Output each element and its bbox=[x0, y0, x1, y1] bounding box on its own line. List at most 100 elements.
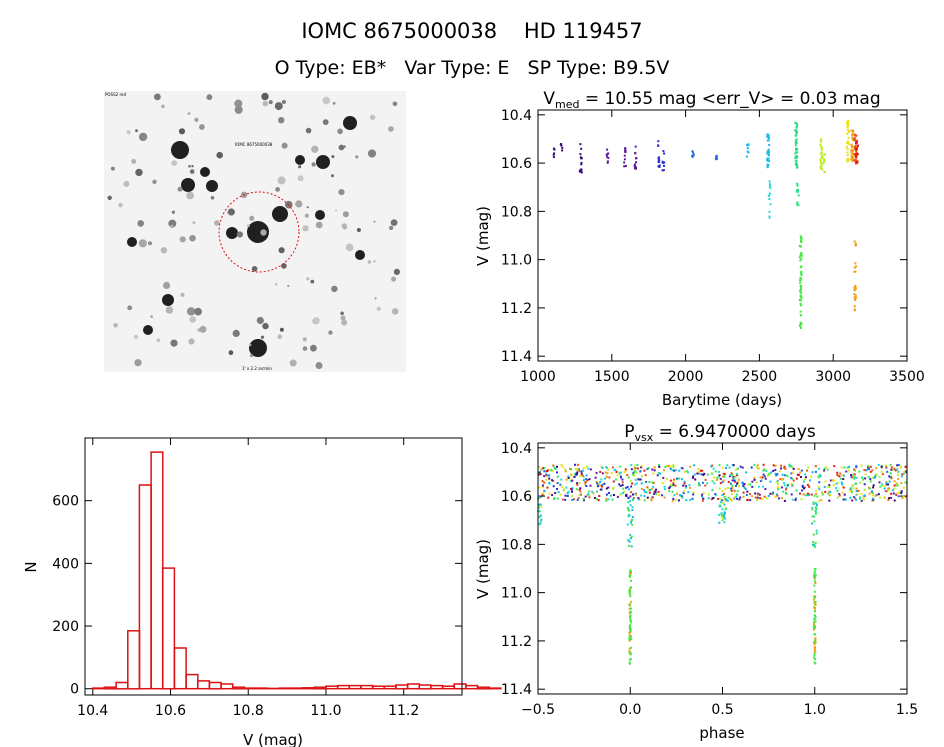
phased-curve-point bbox=[812, 540, 814, 543]
phased-curve-ytick-label: 10.4 bbox=[501, 441, 532, 457]
phased-curve-point bbox=[818, 499, 821, 502]
light-curve-point bbox=[800, 238, 803, 241]
phased-curve-point bbox=[835, 487, 838, 490]
phased-curve-point bbox=[543, 466, 546, 469]
phased-curve-point bbox=[626, 486, 629, 489]
star bbox=[331, 174, 334, 178]
phased-curve-xlabel: phase bbox=[699, 724, 744, 742]
light-curve-point bbox=[799, 324, 802, 327]
histogram-xtick-label: 11.2 bbox=[388, 703, 419, 719]
light-curve-point bbox=[798, 279, 801, 282]
phased-curve-point bbox=[904, 465, 907, 468]
light-curve-point bbox=[850, 151, 853, 153]
light-curve-point bbox=[691, 155, 694, 158]
light-curve-point bbox=[794, 121, 797, 124]
histogram-bar bbox=[336, 684, 351, 690]
star bbox=[189, 316, 196, 323]
phased-curve-point bbox=[552, 485, 555, 488]
phased-curve-point bbox=[829, 490, 832, 493]
phased-curve-point bbox=[693, 464, 696, 467]
phased-curve-point bbox=[643, 490, 646, 493]
phased-curve-point bbox=[818, 473, 821, 476]
phased-curve-point bbox=[884, 465, 887, 468]
histogram-ytick-label: 200 bbox=[52, 619, 79, 635]
light-curve-point bbox=[795, 159, 798, 162]
phased-curve-point bbox=[788, 465, 791, 468]
histogram-axes: 10.4 10.6 10.8 11.0 11.2 0 200 400 600 bbox=[52, 438, 462, 719]
phased-curve-point bbox=[581, 474, 584, 477]
phased-curve-point bbox=[717, 475, 720, 478]
phased-curve-point bbox=[748, 493, 751, 496]
phased-curve-point bbox=[891, 468, 894, 471]
phased-curve-point bbox=[556, 497, 559, 500]
phased-curve-point bbox=[682, 484, 685, 487]
phased-curve-point bbox=[893, 484, 896, 487]
phased-curve-point bbox=[672, 465, 675, 468]
phased-curve-point bbox=[814, 541, 817, 544]
phased-curve-point bbox=[791, 477, 794, 480]
phased-curve-point bbox=[543, 470, 546, 473]
phased-curve-point bbox=[631, 509, 634, 511]
phased-curve-point bbox=[548, 482, 551, 485]
phased-curve-point bbox=[629, 574, 632, 577]
phased-curve-point bbox=[606, 475, 609, 478]
phased-curve-point bbox=[728, 466, 731, 469]
phased-curve-point bbox=[857, 490, 860, 492]
phased-curve-point bbox=[851, 476, 854, 478]
light-curve-point bbox=[766, 135, 769, 138]
phased-curve-point bbox=[895, 482, 898, 485]
star bbox=[328, 330, 333, 335]
light-curve-point bbox=[796, 156, 799, 159]
light-curve-point bbox=[794, 140, 797, 143]
light-curve-point bbox=[854, 287, 857, 290]
star bbox=[206, 180, 218, 192]
light-curve-point bbox=[768, 210, 771, 213]
light-curve-point bbox=[768, 216, 771, 219]
phased-curve-point bbox=[632, 493, 634, 496]
phased-curve-point bbox=[663, 485, 666, 488]
histogram-bar bbox=[395, 684, 409, 690]
star bbox=[127, 237, 137, 247]
phased-curve-point bbox=[711, 489, 714, 492]
phased-curve-point bbox=[561, 498, 564, 501]
phased-curve-point bbox=[647, 467, 650, 469]
phased-curve-point bbox=[673, 494, 676, 497]
phased-curve-point bbox=[685, 470, 688, 473]
histogram-bar bbox=[173, 647, 187, 690]
phased-curve-point bbox=[814, 568, 817, 570]
light-curve-point bbox=[580, 170, 583, 173]
phased-curve-point bbox=[551, 494, 554, 496]
phased-curve-point bbox=[605, 466, 608, 469]
phased-curve-point bbox=[726, 464, 729, 467]
phased-curve-point bbox=[631, 518, 633, 521]
phased-curve-point bbox=[566, 494, 569, 497]
light-curve-point bbox=[800, 271, 803, 274]
light-curve-point bbox=[846, 126, 849, 129]
light-curve-point bbox=[692, 154, 695, 157]
phased-curve-xtick-label: 0.0 bbox=[619, 702, 641, 718]
phased-curve-point bbox=[886, 470, 889, 473]
phased-curve-point bbox=[818, 488, 821, 491]
light-curve-xtick-label: 1500 bbox=[594, 369, 630, 385]
phased-curve-point bbox=[744, 488, 747, 490]
light-curve-point bbox=[850, 144, 853, 147]
star bbox=[277, 334, 283, 340]
phased-curve-point bbox=[717, 498, 720, 500]
phased-curve-point bbox=[892, 487, 895, 490]
phased-curve-point bbox=[663, 469, 665, 472]
phased-curve-point bbox=[765, 497, 768, 500]
phased-curve-point bbox=[570, 473, 573, 476]
star bbox=[342, 224, 348, 230]
phased-curve-point bbox=[586, 494, 589, 497]
star bbox=[281, 142, 288, 149]
star bbox=[331, 155, 335, 159]
phased-curve-point bbox=[674, 498, 677, 501]
phased-curve-point bbox=[706, 473, 709, 476]
phased-curve-point bbox=[597, 499, 600, 502]
phased-curve-point bbox=[807, 494, 810, 497]
histogram-bar bbox=[430, 684, 444, 690]
phased-curve-point bbox=[643, 488, 646, 491]
phased-curve-point bbox=[852, 473, 855, 476]
phased-curve-point bbox=[661, 482, 664, 485]
phased-curve-point bbox=[685, 499, 688, 502]
